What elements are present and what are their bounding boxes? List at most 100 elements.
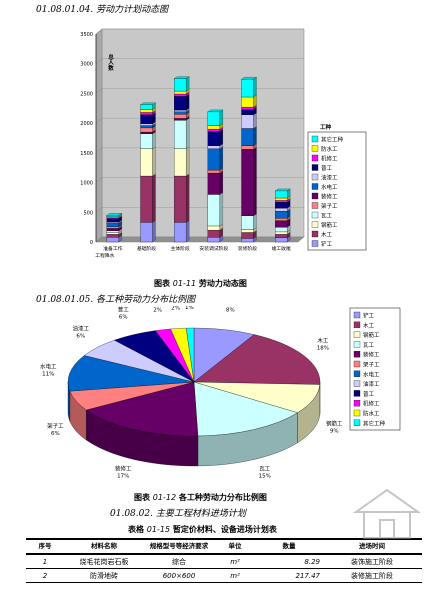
bar-segment bbox=[241, 128, 254, 146]
bar-segment-side bbox=[186, 220, 190, 243]
pie-legend-label: 瓦工 bbox=[363, 342, 375, 349]
bar-segment bbox=[207, 125, 220, 130]
legend-label: 水电工 bbox=[321, 183, 338, 191]
heading-text: 各工种劳动力分布比例图 bbox=[96, 295, 196, 305]
legend-swatch bbox=[311, 154, 319, 162]
bar-segment bbox=[174, 114, 187, 119]
pie-legend-label: 水电工 bbox=[363, 370, 380, 378]
y-tick-label: 1500 bbox=[80, 151, 93, 157]
bar-segment bbox=[241, 229, 254, 233]
pie-data-label: 铲工 bbox=[225, 306, 237, 307]
bar-segment bbox=[140, 133, 153, 149]
cell-time: 装饰施工阶段 bbox=[322, 554, 422, 569]
table-row: 2 防滑地砖 600×600 m² 217.47 装修施工阶段 bbox=[26, 568, 422, 583]
legend-label: 钢筋工 bbox=[321, 221, 338, 229]
section-heading-materials: 01.08.02. 主要工程材料进场计划 bbox=[110, 506, 246, 519]
grid-line bbox=[95, 177, 103, 183]
caption-prefix: 表格 bbox=[128, 525, 144, 534]
figure-caption-labor-chart: 图表 01-11 劳动力动态图 bbox=[154, 278, 247, 289]
bar-segment bbox=[174, 148, 187, 177]
pie-data-label: 架子工 bbox=[47, 423, 64, 430]
pie-data-label: 钢筋工 bbox=[326, 420, 343, 428]
pie-data-label: 水电工 bbox=[40, 362, 57, 370]
legend-label: 其它工种 bbox=[321, 136, 344, 144]
bar-segment bbox=[275, 197, 288, 201]
caption-text: 劳动力动态图 bbox=[198, 279, 247, 288]
pie-legend-swatch bbox=[353, 331, 361, 338]
pie-data-label: 2% bbox=[171, 306, 180, 312]
y-tick-label: 1000 bbox=[80, 181, 93, 187]
pie-data-label: 机修工 bbox=[149, 306, 166, 307]
bar-segment bbox=[174, 78, 187, 92]
header-cell: 规格型号等经济要求 bbox=[144, 538, 214, 555]
pie-legend-label: 油漆工 bbox=[363, 380, 380, 388]
header-cell: 进场时间 bbox=[322, 538, 422, 555]
pie-legend-swatch bbox=[353, 351, 361, 358]
pie-legend-swatch bbox=[353, 380, 361, 387]
y-tick-label: 2000 bbox=[80, 121, 93, 127]
bar-segment-side bbox=[152, 146, 156, 177]
grid-line bbox=[95, 28, 103, 35]
cell-material: 烧毛花岗岩石板 bbox=[64, 554, 144, 569]
pie-data-label: 6% bbox=[119, 315, 128, 321]
bar-segment bbox=[275, 237, 288, 243]
legend-swatch bbox=[311, 192, 319, 200]
bar-top bbox=[241, 77, 257, 80]
bar-segment bbox=[275, 190, 288, 199]
pie-legend-swatch bbox=[353, 341, 361, 348]
pie-slice bbox=[185, 327, 195, 383]
y-tick-label: 3500 bbox=[80, 32, 93, 38]
bar-segment bbox=[241, 109, 254, 115]
grid-line bbox=[95, 207, 103, 213]
bar-segment-side bbox=[186, 117, 190, 149]
bar-segment bbox=[140, 109, 153, 113]
x-tick-label: 准备工作 bbox=[103, 245, 122, 252]
pie-legend-swatch bbox=[353, 311, 361, 319]
pie-legend-label: 防水工 bbox=[363, 410, 380, 418]
pie-legend-label: 钢筋工 bbox=[363, 331, 380, 339]
bar-segment-side bbox=[219, 192, 223, 227]
pie-legend-swatch bbox=[353, 400, 361, 407]
bar-segment bbox=[174, 175, 187, 223]
legend-swatch bbox=[311, 230, 319, 238]
bar-segment bbox=[106, 223, 119, 227]
bar-segment bbox=[106, 226, 119, 229]
bar-segment bbox=[241, 106, 254, 110]
bar-segment bbox=[207, 229, 220, 238]
x-tick-label: 竣工收尾 bbox=[272, 245, 291, 252]
y-axis-label: 总人数 bbox=[107, 53, 114, 72]
section-heading-distribution: 01.08.01.05. 各工种劳动力分布比例图 bbox=[36, 292, 195, 305]
pie-data-label: 6% bbox=[76, 334, 85, 340]
x-tick-label: 工程降水 bbox=[95, 252, 114, 259]
cell-spec: 600×600 bbox=[144, 568, 214, 583]
bar-segment bbox=[140, 148, 153, 177]
bar-segment bbox=[174, 222, 187, 243]
materials-table: 序号 材料名称 规格型号等经济要求 单位 数量 进场时间 1 烧毛花岗岩石板 综… bbox=[26, 538, 422, 583]
plot-side-wall bbox=[95, 28, 103, 243]
watermark-house-icon bbox=[352, 488, 422, 539]
bar-segment-side bbox=[253, 213, 257, 230]
bar-segment-side bbox=[253, 126, 257, 146]
bar-segment-side bbox=[186, 173, 190, 223]
bar-segment bbox=[207, 194, 220, 227]
bar-segment-side bbox=[219, 170, 223, 195]
table-header-row: 序号 材料名称 规格型号等经济要求 单位 数量 进场时间 bbox=[26, 538, 422, 555]
bar-segment bbox=[174, 118, 187, 121]
pie-legend-box bbox=[349, 307, 401, 431]
bar-segment bbox=[241, 215, 254, 230]
legend-label: 瓦工 bbox=[321, 213, 333, 220]
bar-segment bbox=[140, 104, 153, 110]
pie-data-label: 木工 bbox=[317, 337, 329, 345]
y-tick-label: 2500 bbox=[80, 91, 93, 97]
bar-segment bbox=[241, 232, 254, 239]
bar-segment-side bbox=[186, 146, 190, 177]
pie-data-label: 17% bbox=[117, 473, 129, 479]
bar-segment bbox=[174, 93, 187, 97]
bar-segment-side bbox=[152, 131, 156, 149]
caption-number: 01-11 bbox=[172, 279, 197, 288]
pie-data-label: 普工 bbox=[118, 306, 130, 314]
pie-data-label: 1% bbox=[185, 306, 194, 311]
bar-segment bbox=[275, 220, 288, 228]
caption-prefix: 图表 bbox=[134, 493, 150, 502]
cell-index: 1 bbox=[26, 554, 64, 569]
